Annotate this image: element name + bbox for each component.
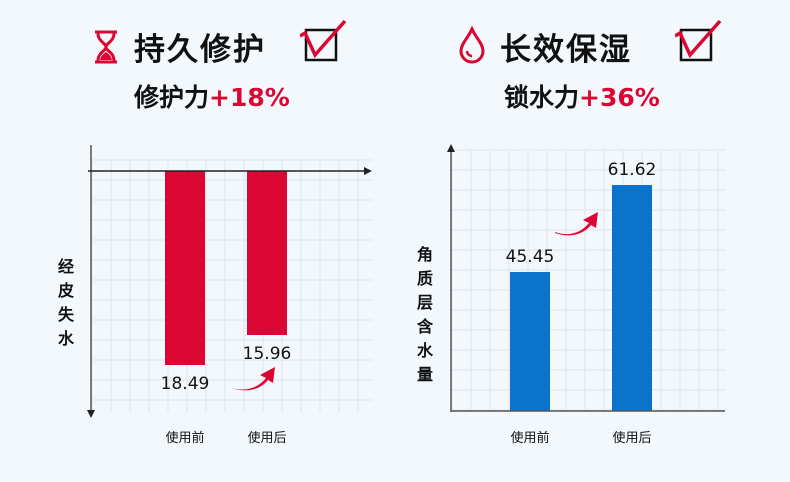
left-bar-1 — [165, 171, 205, 365]
right-subtitle-value: +36% — [579, 83, 660, 112]
right-subtitle: 锁水力+36% — [504, 78, 660, 114]
left-subtitle-label: 修护力 — [134, 83, 210, 112]
right-title: 长效保湿 — [500, 32, 632, 68]
hourglass-icon — [95, 30, 117, 64]
left-category-label: 使用前 — [165, 430, 204, 446]
water-drop-icon — [459, 26, 485, 64]
right-bar-value-label: 45.45 — [506, 247, 555, 267]
left-category-label: 使用后 — [247, 430, 286, 446]
right-bar-value-label: 61.62 — [608, 160, 657, 180]
checkbox-check-icon — [300, 19, 347, 62]
left-bar-2 — [247, 171, 287, 335]
left-bar-value-label: 15.96 — [243, 344, 292, 364]
left-y-axis-label: 经皮失水 — [57, 257, 74, 348]
right-bar-2 — [612, 185, 652, 411]
left-bar-value-label: 18.49 — [161, 374, 210, 394]
right-trend-arrow-icon — [555, 212, 598, 236]
left-trend-arrow-icon — [232, 367, 275, 391]
right-category-label: 使用后 — [612, 430, 651, 446]
right-category-label: 使用前 — [510, 430, 549, 446]
right-bar-1 — [510, 272, 550, 411]
left-grid — [91, 159, 372, 412]
checkbox-check-icon — [675, 19, 722, 62]
right-y-axis-label: 角质层含水量 — [416, 245, 433, 384]
right-y-axis-arrow — [447, 144, 455, 152]
left-subtitle-value: +18% — [209, 83, 290, 112]
left-title: 持久修护 — [134, 32, 266, 68]
left-subtitle: 修护力+18% — [134, 78, 290, 114]
right-grid — [451, 149, 726, 411]
right-subtitle-label: 锁水力 — [504, 83, 580, 112]
left-y-axis-arrow — [87, 410, 95, 418]
left-x-axis-arrow — [364, 167, 372, 175]
